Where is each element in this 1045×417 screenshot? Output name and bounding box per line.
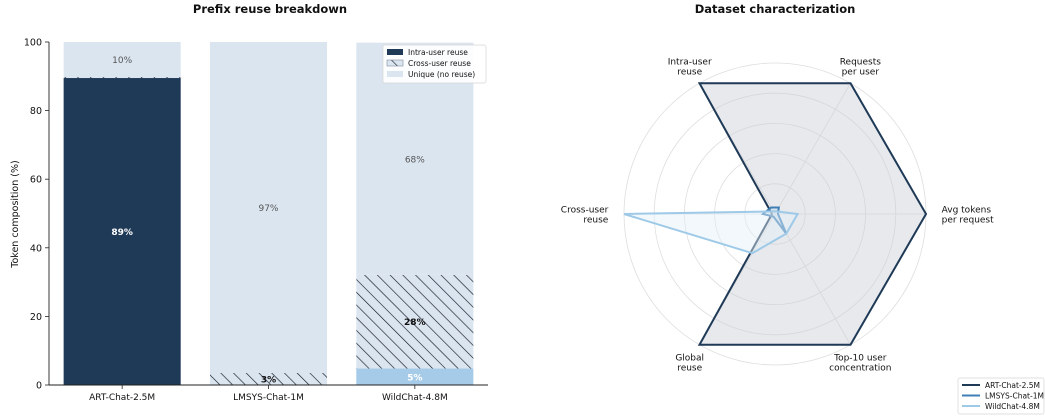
y-tick-label: 40	[30, 243, 42, 254]
radar-spoke	[774, 83, 851, 215]
bar-legend-frame	[382, 44, 487, 84]
radar-axis-label: concentration	[829, 363, 891, 373]
radar-axis-label: per request	[942, 216, 994, 226]
radar-series-art-chat-2-5m	[697, 82, 928, 346]
bar-legend-label: Cross-user reuse	[408, 59, 471, 68]
bar-data-label: 10%	[112, 56, 132, 66]
radar-axis-label: Cross-user	[561, 206, 609, 216]
radar-chart-title: Dataset characterization	[695, 2, 856, 16]
radar-legend-label: ART-Chat-2.5M	[985, 381, 1040, 390]
x-tick-label: LMSYS-Chat-1M	[233, 393, 304, 403]
bar-data-label: 68%	[405, 155, 425, 165]
radar-series-wildchat-4-8m	[623, 210, 800, 255]
bar-data-label: 3%	[261, 375, 276, 385]
bar-segment-lmsys-chat-1m-unique-no-reuse	[209, 42, 328, 373]
y-tick-label: 60	[30, 175, 42, 186]
radar-axis-label: Top-10 user	[833, 353, 887, 363]
y-tick-label: 80	[30, 106, 42, 117]
bar-data-label: 89%	[111, 228, 133, 238]
bar-legend-swatch	[386, 59, 404, 67]
bar-data-label: 5%	[407, 373, 422, 383]
y-tick-label: 20	[30, 312, 42, 323]
bar-data-label: 97%	[258, 204, 278, 214]
bar-segment-wildchat-4-8m-cross-user-reuse	[356, 274, 474, 369]
bar-segment-art-chat-2-5m-unique-no-reuse	[63, 42, 181, 77]
radar-axis-label: per user	[842, 68, 880, 78]
radar-legend-label: WildChat-4.8M	[985, 402, 1040, 411]
radar-axis-label: reuse	[677, 363, 702, 373]
bar-plot-area: 89% 10% ART-Chat-2.5M 3% 97% LMSYS-Chat-1M 5% 2…	[24, 38, 488, 403]
bar-data-label: 28%	[404, 318, 426, 328]
x-tick-label: ART-Chat-2.5M	[89, 393, 155, 403]
radar-axis-label: reuse	[583, 216, 608, 226]
bar-legend-label: Unique (no reuse)	[408, 70, 475, 79]
bar-legend-label: Intra-user reuse	[408, 48, 468, 57]
bar-chart-title: Prefix reuse breakdown	[193, 2, 347, 16]
bar-segment-wildchat-4-8m-intra-user-reuse	[356, 368, 474, 385]
radar-legend-label: LMSYS-Chat-1M	[985, 392, 1044, 401]
y-tick-label: 0	[36, 381, 42, 392]
radar-axis-label: Avg tokens	[942, 206, 992, 216]
radar-axis-label: Requests	[840, 58, 882, 68]
bar-legend: Intra-user reuse Cross-user reuse Unique (…	[382, 44, 487, 84]
y-tick-label: 100	[24, 38, 42, 49]
radar-axis-label: Intra-user	[668, 58, 712, 68]
radar-spoke	[774, 213, 851, 345]
radar-axis-label: reuse	[677, 68, 702, 78]
x-tick-label: WildChat-4.8M	[382, 393, 448, 403]
bar-legend-swatch	[387, 71, 403, 77]
radar-axis-label: Global	[675, 353, 704, 363]
bar-segment-art-chat-2-5m-cross-user-reuse	[63, 76, 181, 79]
y-axis-label: Token composition (%)	[10, 160, 21, 268]
bar-chart: Prefix reuse breakdown 89% 10% ART-Chat-2.…	[10, 2, 488, 403]
bar-legend-swatch	[387, 49, 403, 55]
bar-segment-lmsys-chat-1m-cross-user-reuse	[209, 372, 328, 385]
bar-segment-art-chat-2-5m-intra-user-reuse	[63, 78, 181, 385]
radar-series	[623, 82, 928, 346]
